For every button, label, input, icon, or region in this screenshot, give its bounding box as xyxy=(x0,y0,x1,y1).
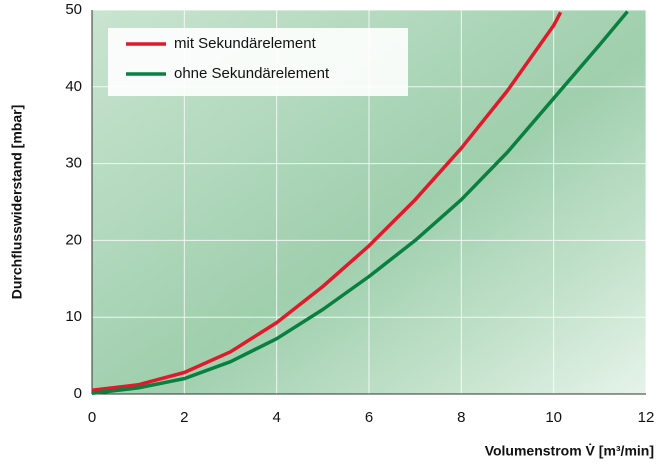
x-tick-label: 2 xyxy=(180,409,188,426)
y-tick-label: 30 xyxy=(65,155,82,172)
y-tick-label: 50 xyxy=(65,1,82,18)
x-tick-label: 12 xyxy=(638,409,655,426)
x-tick-label: 4 xyxy=(272,409,280,426)
line-series xyxy=(91,11,563,392)
y-axis-label: Durchflusswiderstand [mbar] xyxy=(9,105,25,299)
line-series xyxy=(91,10,629,395)
y-tick-label: 20 xyxy=(65,231,82,248)
x-tick-label: 8 xyxy=(457,409,465,426)
y-tick-label: 40 xyxy=(65,78,82,95)
legend-label: ohne Sekundärelement xyxy=(174,65,330,82)
y-tick-label: 0 xyxy=(74,385,82,402)
x-axis-label: Volumenstrom V̇ [m³/min] xyxy=(485,443,654,459)
x-tick-label: 0 xyxy=(88,409,96,426)
x-tick-label: 6 xyxy=(365,409,373,426)
legend-box xyxy=(108,28,408,96)
legend-label: mit Sekundärelement xyxy=(174,35,317,52)
y-tick-label: 10 xyxy=(65,308,82,325)
x-tick-label: 10 xyxy=(545,409,562,426)
